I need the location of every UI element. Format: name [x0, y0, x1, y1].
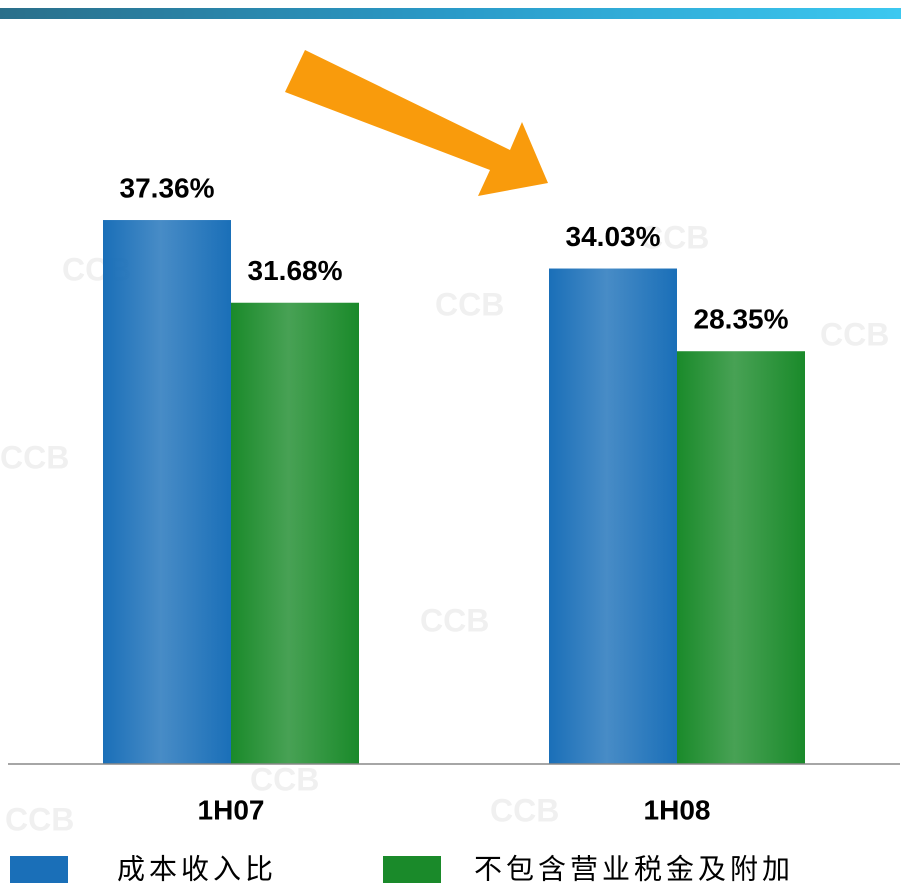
watermark: CCB — [640, 219, 709, 255]
legend-label: 成本收入比 — [117, 853, 277, 886]
x-tick-label: 1H08 — [644, 794, 711, 825]
bar — [549, 268, 677, 764]
watermark: CCB — [820, 316, 889, 352]
bar — [103, 220, 231, 765]
data-label: 34.03% — [566, 221, 661, 252]
legend-swatch — [10, 856, 68, 883]
header-band — [0, 8, 901, 19]
watermark: CCB — [250, 761, 319, 797]
watermark: CCB — [490, 792, 559, 828]
watermark: CCB — [0, 439, 69, 475]
data-label: 31.68% — [248, 255, 343, 286]
data-label: 37.36% — [120, 172, 215, 203]
watermark: CCB — [435, 286, 504, 322]
legend-swatch — [383, 856, 441, 883]
watermark: CCB — [5, 801, 74, 837]
watermark: CCB — [420, 602, 489, 638]
bar — [677, 351, 805, 764]
x-tick-label: 1H07 — [198, 794, 265, 825]
trend-arrow — [285, 50, 548, 196]
legend-label: 不包含营业税金及附加 — [474, 853, 794, 886]
bar — [231, 302, 359, 764]
data-label: 28.35% — [694, 304, 789, 335]
